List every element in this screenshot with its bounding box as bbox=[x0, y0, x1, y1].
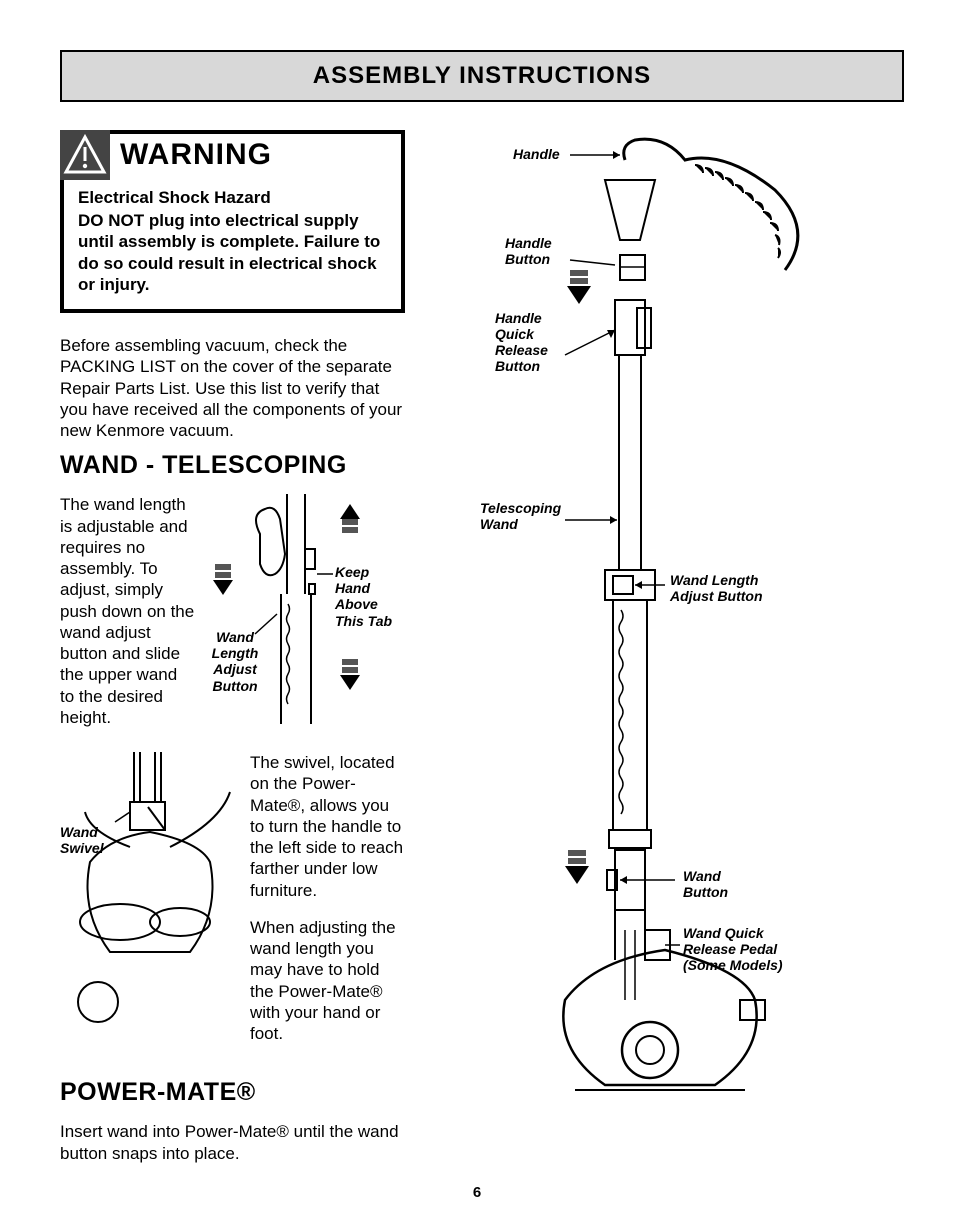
warning-subtitle: Electrical Shock Hazard bbox=[78, 188, 387, 208]
page: ASSEMBLY INSTRUCTIONS WARNING Electrical… bbox=[0, 0, 954, 1215]
swivel-diagram: Wand Swivel bbox=[60, 752, 240, 1032]
label-wand-adjust-button: Wand Length Adjust Button bbox=[205, 629, 265, 693]
label-telescoping: Telescoping Wand bbox=[480, 500, 570, 532]
right-column: Handle Handle Button Handle Quick Releas… bbox=[465, 130, 905, 1174]
powermate-title: POWER-MATE® bbox=[60, 1078, 405, 1107]
swivel-text: The swivel, located on the Power-Mate®, … bbox=[250, 752, 405, 1060]
page-number: 6 bbox=[0, 1184, 954, 1201]
wand-row: The wand length is adjustable and requir… bbox=[60, 494, 405, 728]
banner-title: ASSEMBLY INSTRUCTIONS bbox=[60, 50, 904, 102]
label-wand-qr: Wand Quick Release Pedal (Some Models) bbox=[683, 925, 813, 973]
label-keep-hand: Keep Hand Above This Tab bbox=[335, 564, 395, 628]
down-arrow-right bbox=[340, 659, 360, 690]
label-wand-swivel: Wand Swivel bbox=[60, 824, 110, 856]
down-arrow-left bbox=[213, 564, 233, 595]
swivel-p1: The swivel, located on the Power-Mate®, … bbox=[250, 752, 405, 901]
label-length-adjust: Wand Length Adjust Button bbox=[670, 572, 780, 604]
left-column: WARNING Electrical Shock Hazard DO NOT p… bbox=[60, 130, 405, 1174]
wand-mini-diagram: Keep Hand Above This Tab Wand Length Adj… bbox=[205, 494, 405, 724]
wand-paragraph: The wand length is adjustable and requir… bbox=[60, 494, 195, 728]
up-arrow bbox=[340, 504, 360, 533]
intro-paragraph: Before assembling vacuum, check the PACK… bbox=[60, 335, 405, 441]
label-handle-button: Handle Button bbox=[505, 235, 565, 267]
label-wand-button: Wand Button bbox=[683, 868, 753, 900]
warning-title: WARNING bbox=[120, 138, 272, 172]
warning-box: WARNING Electrical Shock Hazard DO NOT p… bbox=[60, 130, 405, 313]
wand-section-title: WAND - TELESCOPING bbox=[60, 451, 405, 480]
swivel-row: Wand Swivel The swivel, located on the P… bbox=[60, 752, 405, 1060]
two-columns: WARNING Electrical Shock Hazard DO NOT p… bbox=[60, 130, 904, 1174]
powermate-body: Insert wand into Power-Mate® until the w… bbox=[60, 1121, 405, 1164]
warning-body: DO NOT plug into electrical supply until… bbox=[78, 210, 387, 295]
warning-header: WARNING bbox=[60, 130, 405, 180]
label-handle: Handle bbox=[513, 146, 560, 162]
warning-triangle-icon bbox=[60, 130, 110, 180]
label-handle-qr: Handle Quick Release Button bbox=[495, 310, 565, 374]
swivel-p2: When adjusting the wand length you may h… bbox=[250, 917, 405, 1045]
